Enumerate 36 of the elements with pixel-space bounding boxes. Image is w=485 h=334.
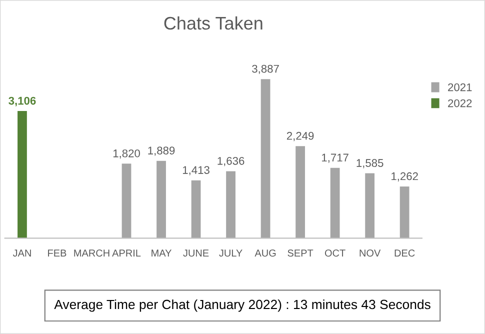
data-label: 1,717 (322, 154, 348, 163)
legend-label: 2022 (448, 99, 472, 108)
bar (191, 180, 201, 238)
bar (296, 146, 305, 238)
x-tick-label: MARCH (74, 250, 110, 257)
x-tick-label: DEC (394, 250, 415, 257)
x-tick-label: AUG (254, 250, 276, 257)
bar (400, 186, 410, 238)
data-label: 1,262 (392, 172, 418, 182)
x-tick-label: MAY (152, 250, 172, 256)
x-tick-label: SEPT (288, 250, 314, 257)
legend-label: 2021 (448, 83, 472, 92)
bar (260, 79, 270, 238)
bar (18, 111, 27, 238)
chart-title: Chats Taken (164, 16, 262, 30)
x-tick-label: APRIL (112, 250, 141, 256)
data-label: 2,249 (286, 132, 314, 142)
data-label: 1,585 (356, 159, 384, 168)
bar (365, 173, 375, 238)
x-tick-label: JAN (12, 250, 31, 257)
data-label: 3,887 (252, 64, 279, 74)
data-label: 1,413 (182, 166, 210, 176)
x-tick-label: JULY (219, 250, 242, 257)
data-label: 1,636 (218, 156, 244, 166)
text: Average Time per Chat (January 2022) : 13 minutes 43 Seconds (54, 299, 430, 312)
x-tick-label: NOV (360, 250, 381, 257)
x-tick-label: OCT (324, 250, 346, 257)
data-label: 3,106 (8, 96, 36, 106)
data-label: 1,820 (113, 149, 140, 159)
data-label: 1,889 (148, 146, 175, 156)
bar (226, 171, 236, 238)
bar (330, 168, 340, 238)
x-tick-label: JUNE (183, 250, 209, 257)
bar (156, 160, 166, 238)
x-tick-label: FEB (48, 250, 66, 256)
bar (122, 164, 132, 238)
